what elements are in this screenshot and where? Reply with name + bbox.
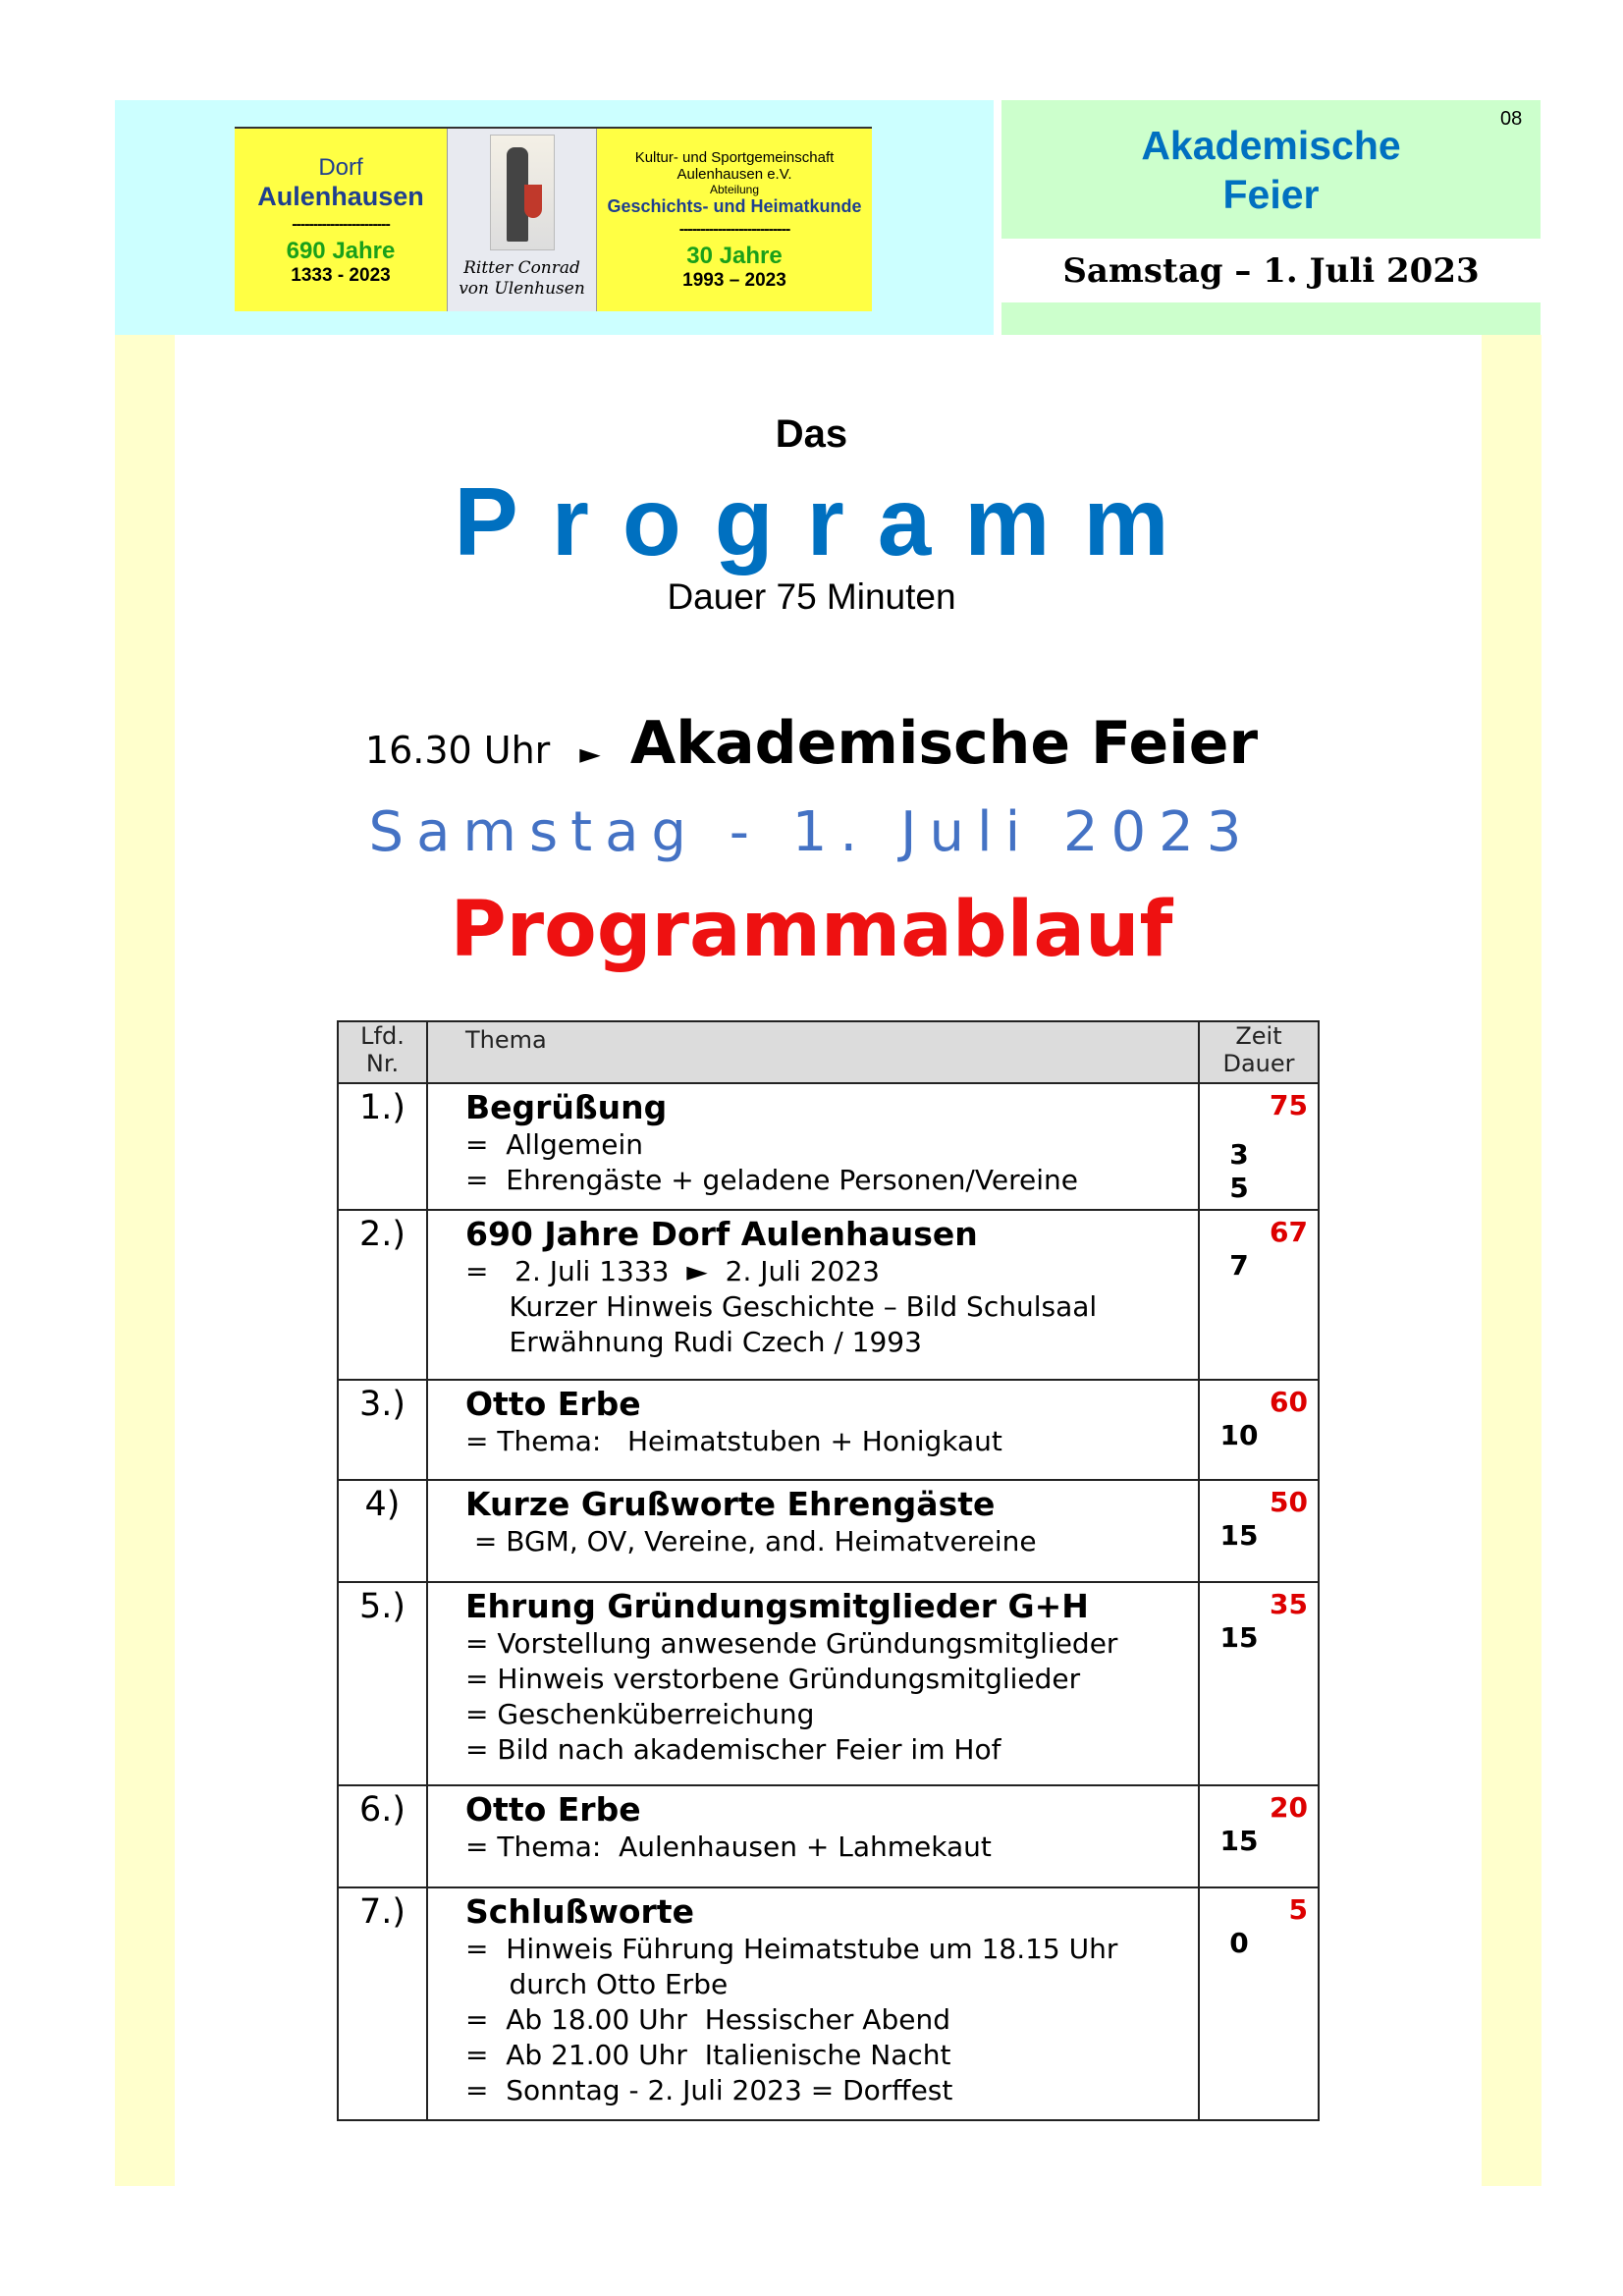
row-detail: = 2. Juli 1333 ► 2. Juli 2023 xyxy=(465,1255,880,1287)
table-row: 2.) 690 Jahre Dorf Aulenhausen = 2. Juli 1… xyxy=(337,1209,1320,1381)
duration-value: 15 xyxy=(1219,1519,1259,1552)
right-border-strip xyxy=(1482,335,1542,2186)
event-title: Akademische Feier xyxy=(1001,100,1541,239)
start-time: 16.30 Uhr xyxy=(364,729,551,772)
logo-separator: -------------------------- xyxy=(678,220,791,238)
arrow-icon: ► xyxy=(579,738,601,770)
logo-village: Dorf Aulenhausen -----------------------… xyxy=(235,129,447,311)
duration-value: 10 xyxy=(1219,1419,1259,1451)
row-detail: Kurzer Hinweis Geschichte – Bild Schulsa… xyxy=(465,1290,1098,1323)
duration: Dauer 75 Minuten xyxy=(667,576,956,617)
table-row: 4) Kurze Grußworte Ehrengäste = BGM, OV, … xyxy=(337,1479,1320,1583)
event-date: Samstag – 1. Juli 2023 xyxy=(1062,250,1480,291)
logo-text: 1333 - 2023 xyxy=(291,264,391,286)
page-number: 08 xyxy=(1500,108,1523,130)
row-detail: = Thema: Aulenhausen + Lahmekaut xyxy=(465,1831,992,1863)
row-detail: Erwähnung Rudi Czech / 1993 xyxy=(465,1326,922,1358)
duration-value: 0 xyxy=(1229,1927,1249,1959)
row-detail: = Ab 18.00 Uhr Hessischer Abend xyxy=(465,2003,950,2036)
col-zeit: Dauer xyxy=(1222,1050,1295,1077)
table-row: 1.) Begrüßung = Allgemein = Ehrengäste + ge… xyxy=(337,1082,1320,1211)
logo-association: Kultur- und Sportgemeinschaft Aulenhause… xyxy=(597,129,872,311)
logo-text: 690 Jahre xyxy=(286,237,396,264)
table-row: 3.) Otto Erbe = Thema: Heimatstuben + Honi… xyxy=(337,1379,1320,1481)
logo: Dorf Aulenhausen -----------------------… xyxy=(235,127,872,311)
row-detail: durch Otto Erbe xyxy=(465,1968,729,2000)
row-number: 4) xyxy=(337,1479,428,1583)
col-thema: Thema xyxy=(426,1020,1200,1084)
logo-text: Geschichts- und Heimatkunde xyxy=(607,195,862,216)
duration-value: 7 xyxy=(1229,1249,1249,1282)
logo-text: 30 Jahre xyxy=(686,242,783,269)
row-number: 5.) xyxy=(337,1581,428,1786)
remaining-time: 5 xyxy=(1288,1893,1308,1926)
row-title: Schlußworte xyxy=(465,1892,694,1931)
row-title: Otto Erbe xyxy=(465,1385,641,1423)
row-number: 3.) xyxy=(337,1379,428,1481)
row-detail: = Allgemein xyxy=(465,1128,644,1161)
logo-text: Kultur- und Sportgemeinschaft xyxy=(634,148,835,166)
col-nr: Lfd. xyxy=(360,1022,405,1050)
logo-knight: Ritter Conrad von Ulenhusen xyxy=(447,129,597,311)
logo-text: Abteilung xyxy=(709,182,760,196)
intro-das: Das xyxy=(775,412,848,456)
title-line: Akademische xyxy=(1141,122,1401,168)
row-number: 2.) xyxy=(337,1209,428,1381)
row-number: 6.) xyxy=(337,1784,428,1888)
logo-text: Aulenhausen xyxy=(257,181,424,211)
duration-value: 3 xyxy=(1229,1138,1249,1171)
program-title: Programm xyxy=(454,467,1203,575)
table-row: 6.) Otto Erbe = Thema: Aulenhausen + Lahme… xyxy=(337,1784,1320,1888)
remaining-time: 50 xyxy=(1270,1486,1308,1518)
row-title: Ehrung Gründungsmitglieder G+H xyxy=(465,1587,1089,1625)
row-number: 1.) xyxy=(337,1082,428,1211)
green-band xyxy=(1001,302,1541,335)
row-detail: = Hinweis Führung Heimatstube um 18.15 U… xyxy=(465,1933,1118,1965)
logo-text: Dorf xyxy=(318,153,363,181)
event-name: Akademische Feier xyxy=(629,709,1259,778)
row-detail: = Bild nach akademischer Feier im Hof xyxy=(465,1733,1001,1766)
logo-separator: ----------------------- xyxy=(292,215,391,233)
logo-text: Aulenhausen e.V. xyxy=(676,165,792,183)
row-detail: = Thema: Heimatstuben + Honigkaut xyxy=(465,1425,1002,1457)
remaining-time: 75 xyxy=(1270,1089,1308,1121)
remaining-time: 20 xyxy=(1270,1791,1308,1824)
remaining-time: 67 xyxy=(1270,1216,1308,1248)
knight-caption: Ritter Conrad xyxy=(463,258,580,278)
row-title: Kurze Grußworte Ehrengäste xyxy=(465,1485,996,1523)
knight-image xyxy=(489,135,555,250)
table-row: 7.) Schlußworte = Hinweis Führung Heimatst… xyxy=(337,1886,1320,2121)
row-detail: = Vorstellung anwesende Gründungsmitglie… xyxy=(465,1627,1118,1660)
col-nr: Nr. xyxy=(365,1050,400,1077)
row-title: Begrüßung xyxy=(465,1088,668,1126)
row-detail: = BGM, OV, Vereine, and. Heimatvereine xyxy=(465,1525,1037,1558)
schedule-table: Lfd. Nr. Thema Zeit Dauer 1.) Begrüßung = Al… xyxy=(337,1020,1320,2121)
row-detail: = Sonntag - 2. Juli 2023 = Dorffest xyxy=(465,2074,953,2106)
row-number: 7.) xyxy=(337,1886,428,2121)
row-detail: = Hinweis verstorbene Gründungsmitgliede… xyxy=(465,1663,1081,1695)
remaining-time: 60 xyxy=(1270,1386,1308,1418)
remaining-time: 35 xyxy=(1270,1588,1308,1620)
row-detail: = Ab 21.00 Uhr Italienische Nacht xyxy=(465,2039,951,2071)
table-row: 5.) Ehrung Gründungsmitglieder G+H = Vorst… xyxy=(337,1581,1320,1786)
title-line: Feier xyxy=(1222,171,1320,217)
duration-value: 5 xyxy=(1229,1172,1249,1204)
left-border-strip xyxy=(115,335,175,2186)
schedule-heading: Programmablauf xyxy=(450,886,1173,974)
duration-value: 15 xyxy=(1219,1621,1259,1654)
row-detail: = Ehrengäste + geladene Personen/Vereine xyxy=(465,1164,1078,1196)
knight-caption: von Ulenhusen xyxy=(459,279,585,299)
row-title: Otto Erbe xyxy=(465,1790,641,1829)
event-date-large: Samstag - 1. Juli 2023 xyxy=(368,800,1255,864)
table-header: Lfd. Nr. Thema Zeit Dauer xyxy=(337,1020,1320,1084)
col-zeit: Zeit xyxy=(1235,1022,1282,1050)
event-line: 16.30 Uhr ► Akademische Feier xyxy=(0,709,1623,778)
row-title: 690 Jahre Dorf Aulenhausen xyxy=(465,1215,978,1253)
logo-text: 1993 – 2023 xyxy=(682,269,786,291)
duration-value: 15 xyxy=(1219,1825,1259,1857)
row-detail: = Geschenküberreichung xyxy=(465,1698,815,1730)
